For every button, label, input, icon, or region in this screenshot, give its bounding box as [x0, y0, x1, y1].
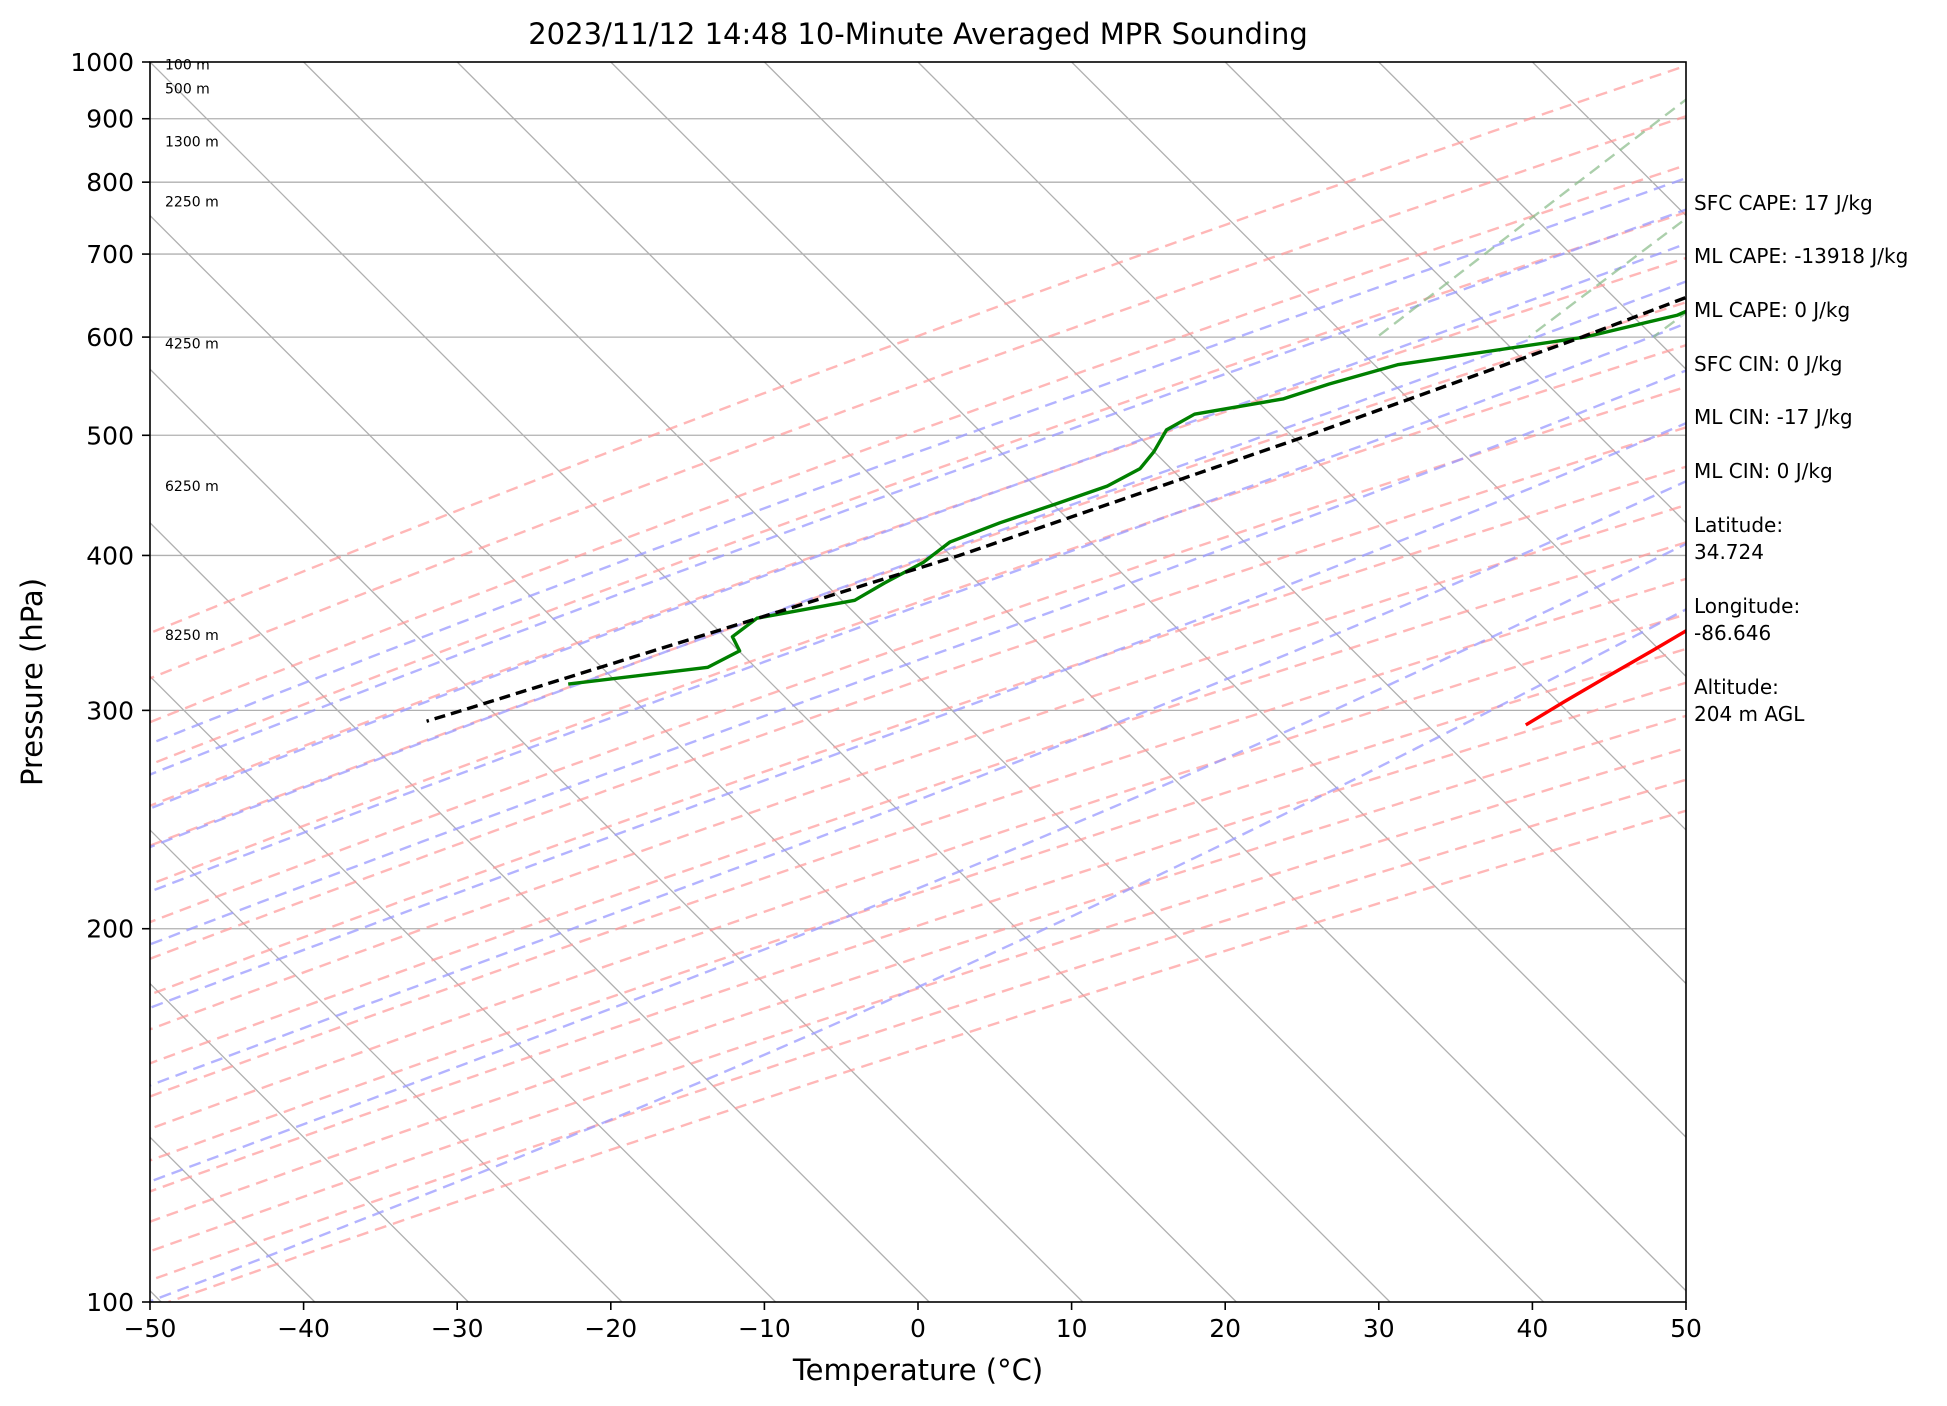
ml-cape-text-2: ML CAPE: 0 J/kg [1694, 298, 1851, 322]
x-tick-label: 50 [1670, 1314, 1702, 1343]
x-axis-ticks: −50 −40 −30 −20 −10 0 10 20 30 40 50 [124, 1302, 1702, 1343]
height-label: 4250 m [165, 336, 219, 352]
longitude-value: -86.646 [1694, 621, 1772, 645]
dry-adiabat [150, 613, 1686, 1131]
dry-adiabat [150, 211, 1686, 766]
isotherm-line [1071, 62, 1686, 678]
y-tick-label: 400 [86, 541, 134, 570]
moist-adiabat [150, 480, 1686, 1087]
dry-adiabat [150, 300, 1686, 847]
y-tick-label: 100 [86, 1288, 134, 1317]
isotherm-line [610, 62, 1686, 1139]
longitude-block: Longitude: -86.646 [1694, 593, 1800, 647]
height-label: 500 m [165, 81, 210, 97]
isotherm-line [150, 62, 1391, 1302]
isotherm-line [150, 982, 469, 1302]
x-tick-label: 20 [1209, 1314, 1241, 1343]
y-tick-label: 200 [86, 915, 134, 944]
altitude-value: 204 m AGL [1694, 702, 1805, 726]
sfc-cape-text: SFC CAPE: 17 J/kg [1694, 191, 1873, 215]
mixing-ratio-line [1376, 98, 1686, 339]
height-label: 100 m [165, 58, 210, 74]
x-axis-label: Temperature (°C) [792, 1353, 1043, 1387]
y-tick-label: 500 [86, 421, 134, 450]
dry-adiabat [150, 163, 1686, 724]
series-layer [426, 295, 1686, 727]
latitude-block: Latitude: 34.724 [1694, 512, 1783, 566]
height-label: 1300 m [165, 134, 219, 150]
isotherm-line [150, 829, 623, 1302]
height-label: 6250 m [165, 479, 219, 495]
moist-adiabat [150, 176, 1686, 746]
isotherm-line [456, 62, 1686, 1292]
ml-cin-text: ML CIN: -17 J/kg [1694, 405, 1853, 429]
dry-adiabat [150, 64, 1686, 635]
height-label: 8250 m [165, 628, 219, 644]
isotherm-line [150, 214, 1237, 1302]
latitude-label: Latitude: [1694, 513, 1784, 537]
mixing-ratio-line [1528, 217, 1686, 339]
ml-cin-text-2: ML CIN: 0 J/kg [1694, 459, 1833, 483]
dry-adiabat [150, 385, 1686, 924]
moist-adiabat [150, 208, 1686, 776]
x-tick-label: −50 [124, 1314, 177, 1343]
dry-adiabat [150, 681, 1686, 1193]
longitude-label: Longitude: [1694, 594, 1801, 618]
moist-adiabat [150, 242, 1686, 810]
moist-adiabat [150, 421, 1686, 1010]
background-lines [150, 62, 1686, 1302]
dry-adiabat [150, 541, 1686, 1065]
isotherm-line [150, 675, 777, 1302]
parcel-line [426, 295, 1686, 723]
moist-adiabat [150, 608, 1686, 1302]
dry-adiabat [150, 647, 1686, 1162]
isotherm-line [917, 62, 1686, 831]
y-tick-label: 800 [86, 168, 134, 197]
y-tick-label: 300 [86, 696, 134, 725]
isotherm-line [150, 368, 1084, 1302]
altitude-block: Altitude: 204 m AGL [1694, 674, 1804, 728]
altitude-label: Altitude: [1694, 675, 1779, 699]
y-axis-ticks: 100 200 300 400 500 600 700 800 900 1000 [70, 48, 150, 1317]
height-label: 2250 m [165, 194, 219, 210]
dewpoint-line [567, 309, 1686, 686]
x-tick-label: 0 [910, 1314, 926, 1343]
dry-adiabat [150, 778, 1686, 1282]
chart-title: 2023/11/12 14:48 10-Minute Averaged MPR … [528, 17, 1308, 51]
x-tick-label: −30 [431, 1314, 484, 1343]
y-tick-label: 1000 [70, 48, 134, 77]
dry-adiabat [150, 465, 1686, 996]
ml-cape-text: ML CAPE: -13918 J/kg [1694, 244, 1909, 268]
latitude-value: 34.724 [1694, 540, 1764, 564]
dry-adiabat [150, 714, 1686, 1223]
x-tick-label: −20 [584, 1314, 637, 1343]
moist-adiabat [150, 369, 1686, 946]
y-tick-label: 700 [86, 240, 134, 269]
y-axis-label: Pressure (hPa) [15, 578, 49, 786]
x-tick-label: −10 [738, 1314, 791, 1343]
y-tick-label: 900 [86, 105, 134, 134]
isotherm-line [303, 62, 1545, 1302]
dry-adiabat [150, 256, 1686, 808]
sfc-cin-text: SFC CIN: 0 J/kg [1694, 352, 1843, 376]
x-tick-label: 40 [1516, 1314, 1548, 1343]
y-tick-label: 600 [86, 323, 134, 352]
isotherm-line [763, 62, 1686, 985]
x-tick-label: −40 [277, 1314, 330, 1343]
x-tick-label: 30 [1363, 1314, 1395, 1343]
moist-adiabat [150, 322, 1686, 893]
x-tick-label: 10 [1056, 1314, 1088, 1343]
isotherm-line [1378, 62, 1686, 371]
